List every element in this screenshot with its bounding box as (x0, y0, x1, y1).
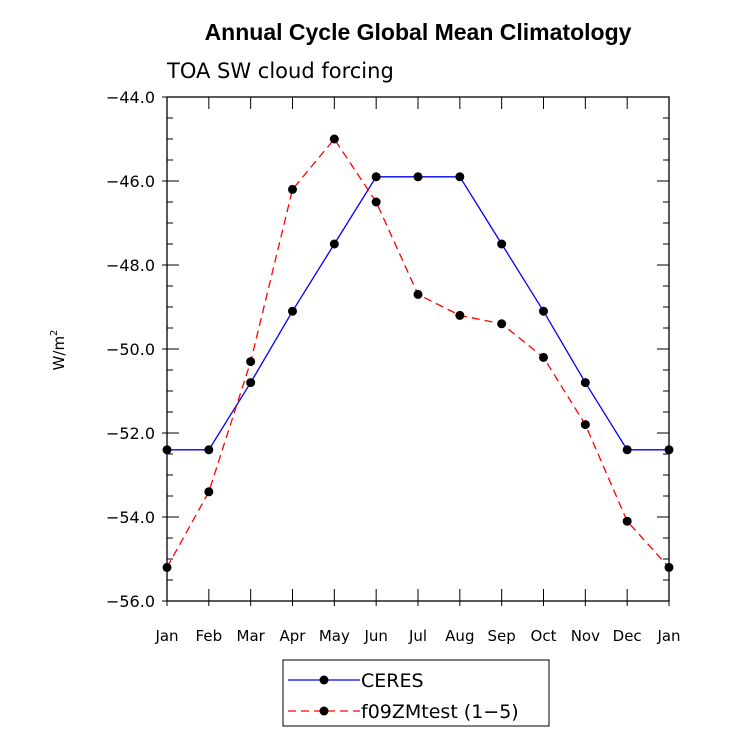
y-tick-label: −56.0 (106, 592, 155, 611)
data-point-series-0 (246, 378, 256, 388)
x-tick-label: Mar (237, 627, 266, 645)
data-point-series-1 (204, 487, 214, 497)
x-tick-label: May (319, 627, 350, 645)
x-tick-label: Jan (656, 627, 680, 645)
x-axis: Jan Feb Mar Apr May Jun Jul Aug Sep Oct Nov Dec Jan (154, 97, 681, 645)
data-point-series-1 (329, 134, 339, 144)
data-point-series-1 (455, 310, 465, 320)
x-tick-label: Feb (196, 627, 223, 645)
series-line-1 (166, 137, 670, 568)
y-tick-label: −50.0 (106, 340, 155, 359)
legend-label-ceres: CERES (361, 670, 424, 692)
data-point-series-1 (162, 562, 172, 572)
data-point-series-1 (497, 319, 507, 329)
x-tick-label: Jan (154, 627, 178, 645)
legend-marker-ceres (319, 675, 329, 685)
data-point-series-1 (539, 352, 548, 362)
data-point-series-1 (371, 197, 381, 207)
y-axis-label: W/m2 (49, 330, 68, 371)
y-tick-label: −46.0 (106, 172, 155, 191)
data-point-series-0 (580, 378, 590, 388)
y-tick-label: −54.0 (106, 508, 155, 527)
x-tick-label: Jun (363, 627, 387, 645)
x-tick-label: Aug (445, 627, 474, 645)
data-point-series-0 (162, 445, 172, 455)
data-point-series-0 (664, 445, 674, 455)
data-point-series-0 (539, 306, 548, 316)
data-point-series-0 (204, 445, 214, 455)
data-point-series-1 (413, 289, 423, 299)
data-point-series-0 (622, 445, 632, 455)
y-tick-label: −44.0 (106, 88, 155, 107)
y-axis-label-base: W/m (50, 336, 68, 371)
data-point-series-0 (288, 306, 297, 316)
series-layer (162, 134, 674, 572)
x-tick-label: Jul (408, 627, 427, 645)
data-point-series-1 (622, 516, 632, 526)
chart-subtitle: TOA SW cloud forcing (166, 59, 394, 83)
y-tick-label: −48.0 (106, 256, 155, 275)
data-point-series-1 (246, 357, 256, 367)
data-point-series-0 (329, 239, 339, 249)
y-tick-label: −52.0 (106, 424, 155, 443)
series-line-0 (167, 176, 669, 451)
legend-marker-f09zmtest (319, 706, 329, 716)
data-point-series-1 (580, 420, 590, 430)
data-point-series-0 (371, 172, 381, 182)
data-point-series-0 (497, 239, 507, 249)
data-point-series-0 (413, 172, 423, 182)
x-tick-label: Nov (571, 627, 600, 645)
legend-label-f09zmtest: f09ZMtest (1−5) (361, 701, 519, 723)
x-tick-label: Dec (613, 627, 642, 645)
legend: CERES f09ZMtest (1−5) (282, 659, 550, 727)
x-tick-label: Oct (531, 627, 557, 645)
x-tick-label: Apr (280, 627, 307, 645)
y-axis-label-superscript: 2 (49, 330, 60, 336)
data-point-series-1 (288, 184, 297, 194)
data-point-series-0 (455, 172, 465, 182)
chart-title: Annual Cycle Global Mean Climatology (205, 19, 632, 45)
legend-box (282, 659, 550, 727)
data-point-series-1 (664, 562, 674, 572)
x-tick-label: Sep (488, 627, 516, 645)
y-axis: −44.0 −46.0 −48.0 −50.0 −52.0 −54.0 −56.0 (106, 88, 669, 611)
